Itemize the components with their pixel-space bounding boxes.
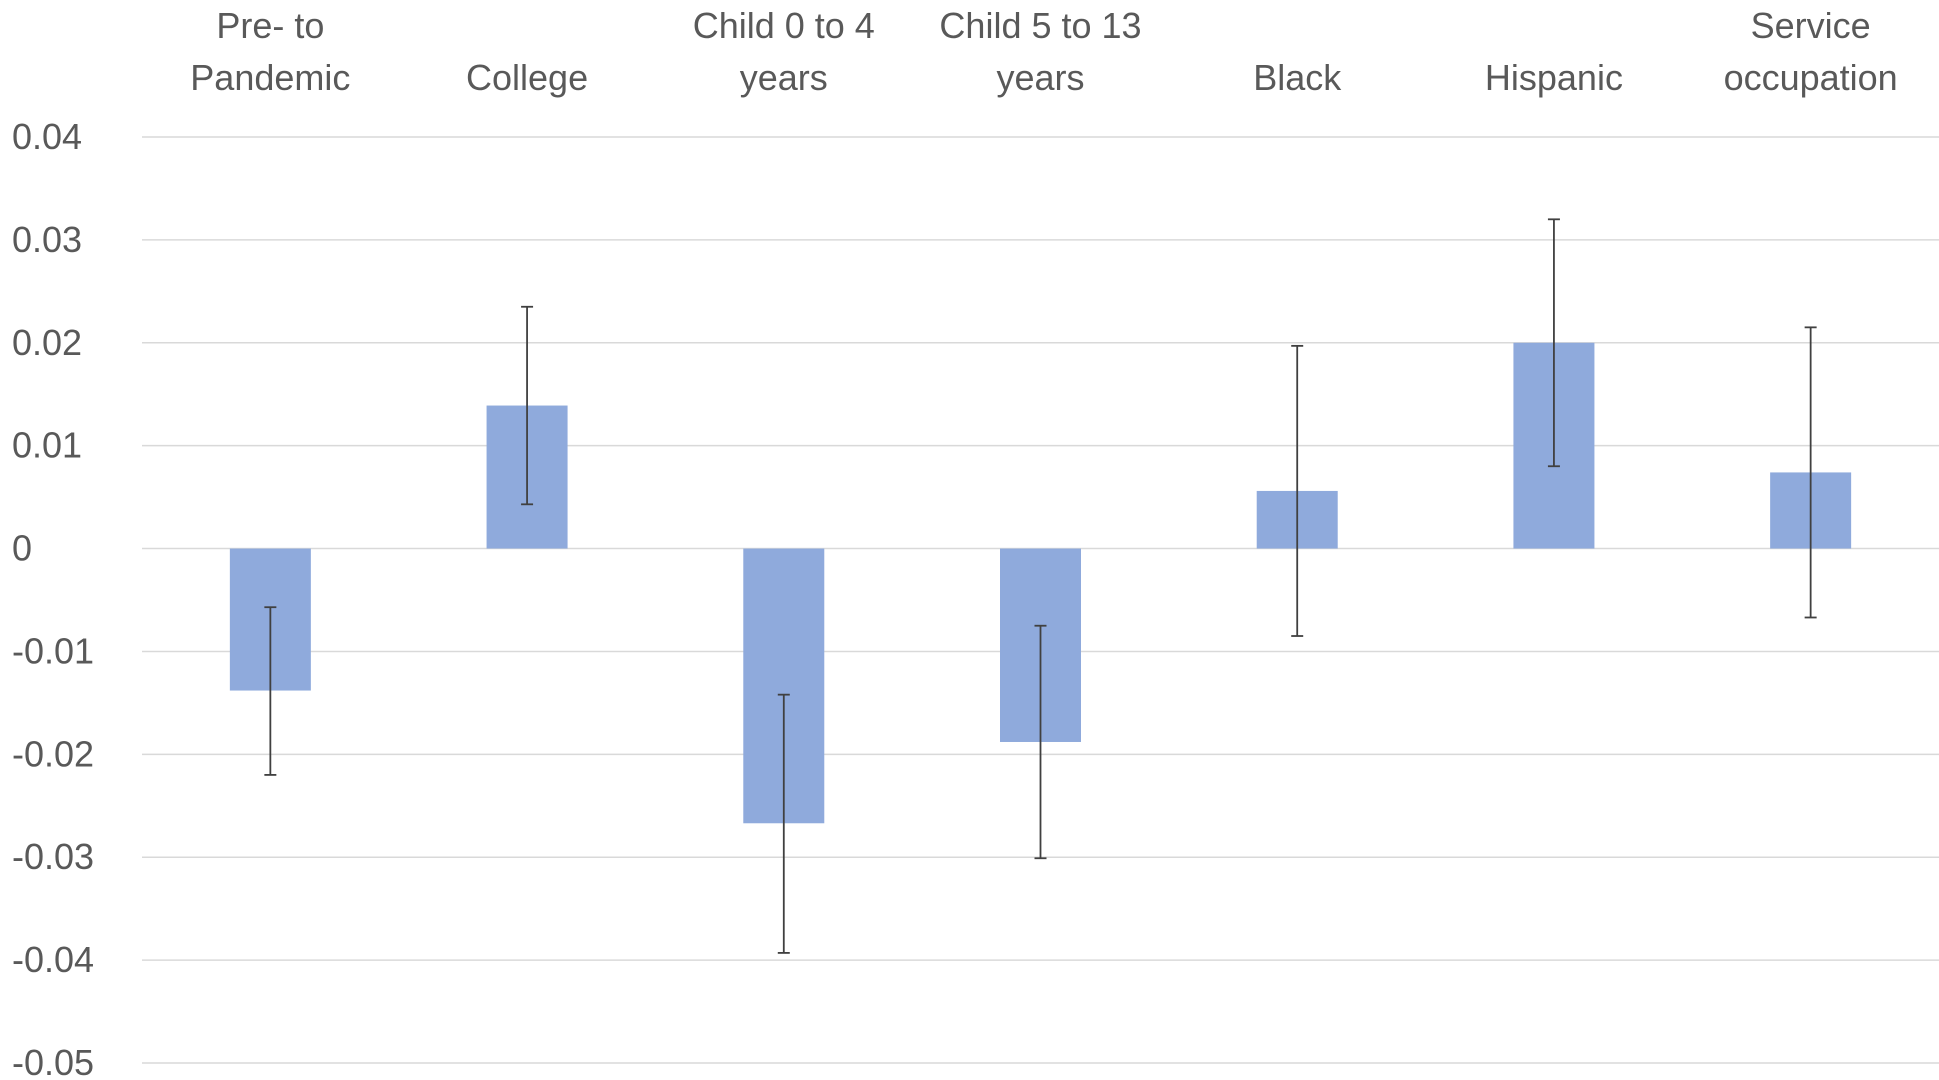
category-label: occupation (1724, 57, 1898, 98)
category-label: years (996, 57, 1084, 98)
y-tick-label: -0.04 (12, 939, 94, 980)
category-label: Pre- to (216, 5, 324, 46)
y-tick-label: 0.03 (12, 219, 82, 260)
category-label: Service (1751, 5, 1871, 46)
category-label: Hispanic (1485, 57, 1623, 98)
y-axis-tick-labels: 0.04 0.03 0.02 0.01 0 -0.01 -0.02 -0.03 -0.04 -0.… (12, 116, 94, 1080)
y-tick-label: -0.01 (12, 630, 94, 671)
category-label: Black (1253, 57, 1342, 98)
category-label: Child 0 to 4 (693, 5, 875, 46)
y-tick-label: 0.02 (12, 322, 82, 363)
category-labels: Pre- to Pandemic College Child 0 to 4 years C… (190, 5, 1897, 98)
category-label: years (740, 57, 828, 98)
category-label: Pandemic (190, 57, 350, 98)
y-tick-label: 0.01 (12, 425, 82, 466)
y-tick-label: -0.02 (12, 733, 94, 774)
category-label: Child 5 to 13 (939, 5, 1141, 46)
y-tick-label: 0.04 (12, 116, 82, 157)
y-tick-label: -0.05 (12, 1042, 94, 1080)
error-bars (264, 218, 1817, 954)
y-tick-label: 0 (12, 528, 32, 569)
category-label: College (466, 57, 588, 98)
y-tick-label: -0.03 (12, 836, 94, 877)
